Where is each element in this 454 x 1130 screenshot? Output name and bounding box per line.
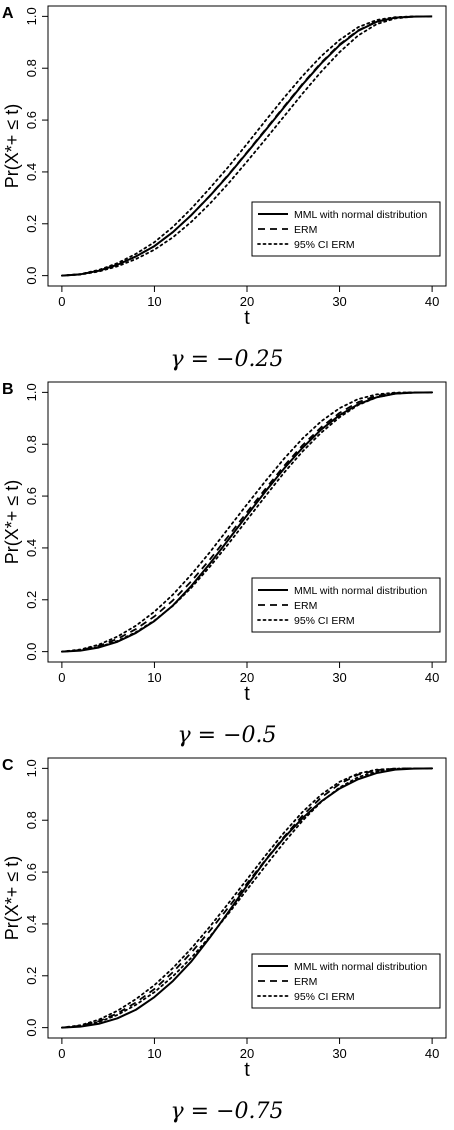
legend: MML with normal distribution ERM 95% CI ER… (251, 201, 441, 257)
y-tick-label: 0.2 (24, 591, 39, 609)
y-tick-label: 0.0 (24, 643, 39, 661)
panel-caption: γ = −0.75 (171, 1099, 284, 1124)
legend-entry: ERM (294, 600, 317, 612)
series-line-2 (61, 15, 433, 277)
y-tick-label: 0.2 (24, 215, 39, 233)
x-tick-label: 10 (147, 1046, 161, 1061)
x-tick-label: 30 (332, 1046, 346, 1061)
x-tick-label: 10 (147, 294, 161, 309)
y-tick-label: 0.4 (24, 163, 39, 181)
y-tick-label: 0.6 (24, 487, 39, 505)
legend-entry: MML with normal distribution (294, 585, 427, 597)
x-tick-label: 40 (425, 1046, 439, 1061)
y-tick-label: 1.0 (24, 759, 39, 777)
series-line-1 (61, 767, 433, 1029)
chart-panel-b: B 0 10 20 30 40 0.0 0.2 0.4 0.6 0.8 1.0 t Pr(X*+ ≤ t)… (2, 381, 447, 748)
x-tick-label: 0 (58, 1046, 65, 1061)
series-line-1 (61, 391, 433, 653)
series-line-3 (60, 391, 434, 653)
x-tick-label: 0 (58, 294, 65, 309)
y-tick-label: 0.8 (24, 435, 39, 453)
y-axis-label: Pr(X*+ ≤ t) (2, 480, 22, 564)
y-tick-label: 0.2 (24, 967, 39, 985)
y-tick-label: 0.8 (24, 59, 39, 77)
y-tick-label: 0.0 (24, 1019, 39, 1037)
y-tick-label: 0.4 (24, 539, 39, 557)
y-axis-label: Pr(X*+ ≤ t) (2, 856, 22, 940)
x-tick-label: 30 (332, 670, 346, 685)
x-tick-label: 40 (425, 294, 439, 309)
series-line-4 (60, 15, 434, 277)
x-tick-label: 10 (147, 670, 161, 685)
x-tick-label: 20 (240, 1046, 254, 1061)
panel-label: B (2, 381, 14, 398)
y-tick-label: 0.6 (24, 863, 39, 881)
x-tick-label: 30 (332, 294, 346, 309)
y-axis-label: Pr(X*+ ≤ t) (2, 104, 22, 188)
y-tick-label: 0.4 (24, 915, 39, 933)
legend-entry: MML with normal distribution (294, 961, 427, 973)
legend-entry: 95% CI ERM (294, 991, 355, 1003)
series-line-4 (60, 391, 434, 653)
legend-entry: MML with normal distribution (294, 209, 427, 221)
y-tick-label: 0.8 (24, 811, 39, 829)
legend-entry: 95% CI ERM (294, 239, 355, 251)
series-line-3 (60, 767, 434, 1029)
y-tick-label: 1.0 (24, 383, 39, 401)
panel-label: A (2, 5, 14, 22)
y-tick-label: 0.6 (24, 111, 39, 129)
legend-entry: 95% CI ERM (294, 615, 355, 627)
x-tick-label: 40 (425, 670, 439, 685)
series-line-4 (60, 767, 434, 1029)
chart-panel-c: C 0 10 20 30 40 0.0 0.2 0.4 0.6 0.8 1.0 t Pr(X*+ ≤ t)… (2, 757, 447, 1124)
chart-panel-a: A 0 10 20 30 40 0.0 0.2 0.4 0.6 0.8 1.0 t Pr(X*+ ≤ t)… (2, 5, 447, 372)
x-tick-label: 20 (240, 670, 254, 685)
x-tick-label: 0 (58, 670, 65, 685)
legend: MML with normal distribution ERM 95% CI ER… (251, 577, 441, 633)
y-tick-label: 0.0 (24, 267, 39, 285)
x-axis-label: t (244, 1059, 250, 1081)
x-tick-label: 20 (240, 294, 254, 309)
legend-entry: ERM (294, 224, 317, 236)
panel-caption: γ = −0.25 (171, 347, 284, 372)
legend-entry: ERM (294, 976, 317, 988)
panel-caption: γ = −0.5 (178, 723, 277, 748)
y-tick-label: 1.0 (24, 7, 39, 25)
x-axis-label: t (244, 683, 250, 705)
legend-box (251, 577, 441, 633)
panel-label: C (2, 757, 14, 774)
legend: MML with normal distribution ERM 95% CI ER… (251, 953, 441, 1009)
series-line-2 (61, 391, 433, 653)
x-axis-label: t (244, 307, 250, 329)
